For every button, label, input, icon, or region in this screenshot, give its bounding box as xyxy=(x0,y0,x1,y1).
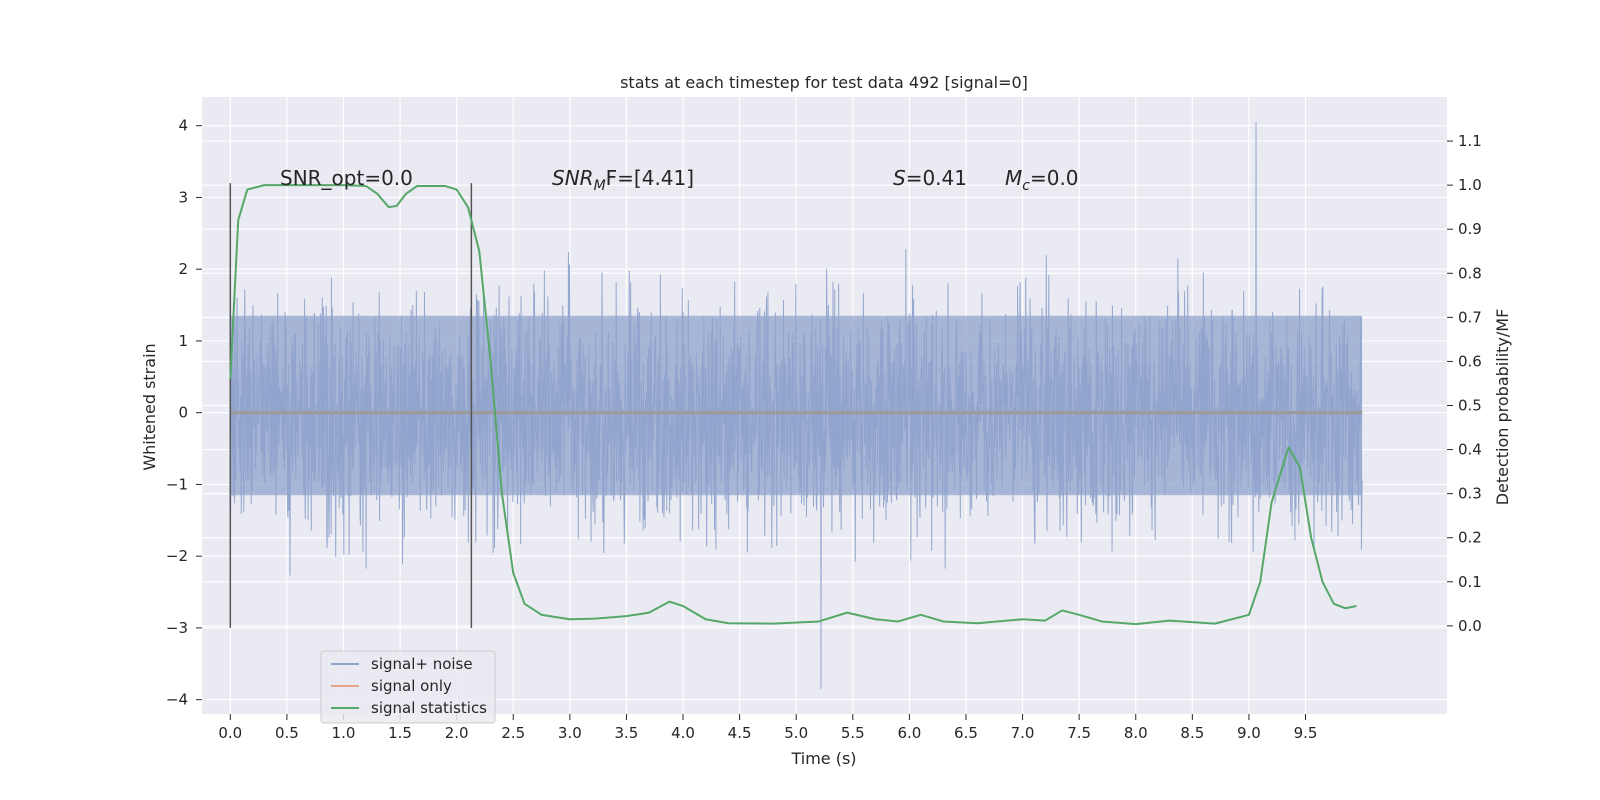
x-tick-label: 3.5 xyxy=(615,724,639,742)
x-axis-label: Time (s) xyxy=(790,749,856,768)
y-tick-label: −4 xyxy=(166,691,188,709)
x-tick-label: 4.0 xyxy=(671,724,695,742)
annotation-s-rest: =0.41 xyxy=(906,166,967,190)
annotation-s-main: S xyxy=(893,166,906,190)
x-tick-label: 0.0 xyxy=(218,724,242,742)
y-tick-label: 1 xyxy=(178,332,188,350)
annotation-snr-mf: SNRMF=[4.41] xyxy=(552,166,694,194)
x-tick-label: 5.0 xyxy=(784,724,808,742)
annotation-mc-rest: =0.0 xyxy=(1030,166,1079,190)
y-axis-ticks: −4 −3 −2 −1 0 1 2 3 4 xyxy=(166,117,202,709)
x-tick-label: 6.5 xyxy=(954,724,978,742)
annotation-mc-main: M xyxy=(1005,166,1022,190)
x-tick-label: 1.0 xyxy=(332,724,356,742)
x-tick-label: 4.5 xyxy=(728,724,752,742)
y-right-tick-label: 0.7 xyxy=(1458,308,1482,326)
series-signal-plus-noise xyxy=(229,122,1363,689)
x-tick-label: 7.0 xyxy=(1011,724,1035,742)
y-right-tick-label: 0.8 xyxy=(1458,264,1482,282)
x-tick-label: 9.5 xyxy=(1294,724,1318,742)
x-tick-label: 5.5 xyxy=(841,724,865,742)
y-right-axis-label: Detection probability/MF xyxy=(1493,309,1512,506)
x-tick-label: 2.0 xyxy=(445,724,469,742)
chart-title: stats at each timestep for test data 492… xyxy=(620,73,1028,92)
x-tick-label: 2.5 xyxy=(501,724,525,742)
y-tick-label: 4 xyxy=(178,117,188,135)
x-tick-label: 1.5 xyxy=(388,724,412,742)
x-tick-label: 7.5 xyxy=(1067,724,1091,742)
y-tick-label: −1 xyxy=(166,475,188,493)
y-right-tick-label: 1.0 xyxy=(1458,176,1482,194)
y-right-tick-label: 0.3 xyxy=(1458,485,1482,503)
x-tick-label: 8.5 xyxy=(1180,724,1204,742)
y-right-tick-label: 0.6 xyxy=(1458,352,1482,370)
annotation-mc-sub: c xyxy=(1022,178,1030,194)
vertical-markers xyxy=(229,183,473,628)
annotation-s: S=0.41 xyxy=(893,166,967,190)
x-tick-label: 6.0 xyxy=(897,724,921,742)
annotation-snr-mf-main: SNR xyxy=(552,166,594,190)
annotation-snr-mf-rest: F=[4.41] xyxy=(606,166,694,190)
x-tick-label: 3.0 xyxy=(558,724,582,742)
y-right-tick-label: 0.4 xyxy=(1458,441,1482,459)
signal-statistics-line xyxy=(229,184,1357,626)
legend-label-signal-only: signal only xyxy=(371,677,452,695)
series-signal-statistics xyxy=(229,184,1357,626)
y-right-tick-label: 0.2 xyxy=(1458,529,1482,547)
legend-label-signal-statistics: signal statistics xyxy=(371,699,487,717)
y-tick-label: 2 xyxy=(178,260,188,278)
legend-box xyxy=(320,650,496,724)
y-right-tick-label: 0.5 xyxy=(1458,397,1482,415)
annotation-mc: Mc=0.0 xyxy=(1005,166,1079,194)
x-tick-label: 0.5 xyxy=(275,724,299,742)
legend-label-signal-plus-noise: signal+ noise xyxy=(371,655,473,673)
y-tick-label: −2 xyxy=(166,547,188,565)
y-tick-label: 3 xyxy=(178,188,188,206)
annotation-snr-opt: SNR_opt=0.0 xyxy=(280,166,413,190)
legend: signal+ noise signal only signal statist… xyxy=(320,650,496,724)
y-right-tick-label: 0.1 xyxy=(1458,573,1482,591)
x-tick-label: 8.0 xyxy=(1124,724,1148,742)
y-right-tick-label: 0.9 xyxy=(1458,220,1482,238)
x-axis-ticks: 0.0 0.5 1.0 1.5 2.0 2.5 3.0 3.5 4.0 4.5 5.0 5.5 6.0 6… xyxy=(218,714,1317,742)
x-tick-label: 9.0 xyxy=(1237,724,1261,742)
y-tick-label: 0 xyxy=(178,404,188,422)
y-tick-label: −3 xyxy=(166,619,188,637)
y-right-tick-label: 1.1 xyxy=(1458,132,1482,150)
y-right-tick-label: 0.0 xyxy=(1458,617,1482,635)
y-axis-label: Whitened strain xyxy=(140,343,159,470)
noise-trace xyxy=(229,122,1363,689)
y-right-axis-ticks: 0.0 0.1 0.2 0.3 0.4 0.5 0.6 0.7 0.8 0.9 1.0 1.1 xyxy=(1447,132,1482,635)
annotation-snr-mf-sub: M xyxy=(594,178,606,194)
